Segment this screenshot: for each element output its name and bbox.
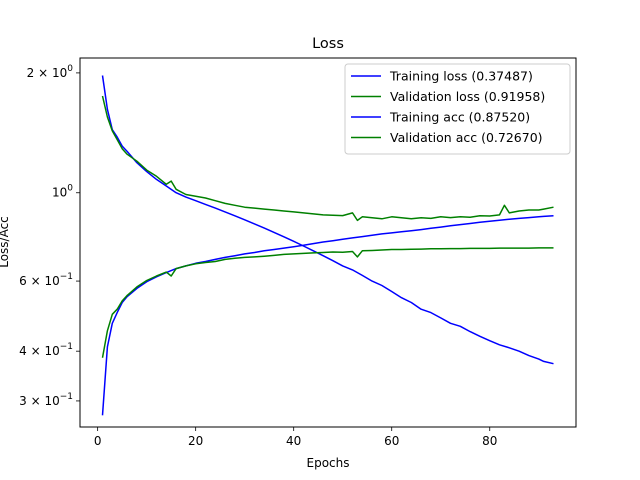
x-tick-label: 20 <box>188 434 203 448</box>
legend: Training loss (0.37487) Validation loss (… <box>344 63 571 155</box>
legend-label: Training loss (0.37487) <box>389 69 533 84</box>
x-tick-label: 60 <box>384 434 399 448</box>
y-axis-label: Loss/Acc <box>0 216 11 268</box>
y-tick-label: 100 <box>52 184 73 200</box>
x-tick-label: 80 <box>482 434 497 448</box>
series-layer <box>101 75 554 416</box>
series-line-4 <box>101 247 554 358</box>
legend-label: Training acc (0.87520) <box>389 110 530 125</box>
plot-area <box>79 57 577 428</box>
legend-label: Validation loss (0.91958) <box>390 89 545 104</box>
y-tick-label: 4 × 10−1 <box>19 342 73 358</box>
legend-box <box>344 63 571 155</box>
y-axis: 2 × 100 100 6 × 10−1 4 × 10−1 3 × 10−1 <box>19 64 80 408</box>
y-tick-label: 6 × 10−1 <box>19 272 73 288</box>
plot-frame <box>79 57 577 428</box>
legend-label: Validation acc (0.72670) <box>390 130 543 145</box>
x-axis: 0 20 40 60 80 <box>94 427 497 448</box>
chart-title: Loss <box>312 36 344 52</box>
x-tick-label: 40 <box>286 434 301 448</box>
y-tick-label: 3 × 10−1 <box>19 392 73 408</box>
x-tick-label: 0 <box>94 434 102 448</box>
y-tick-label: 2 × 100 <box>27 64 74 80</box>
x-axis-label: Epochs <box>307 456 350 470</box>
series-line-2 <box>101 95 554 222</box>
